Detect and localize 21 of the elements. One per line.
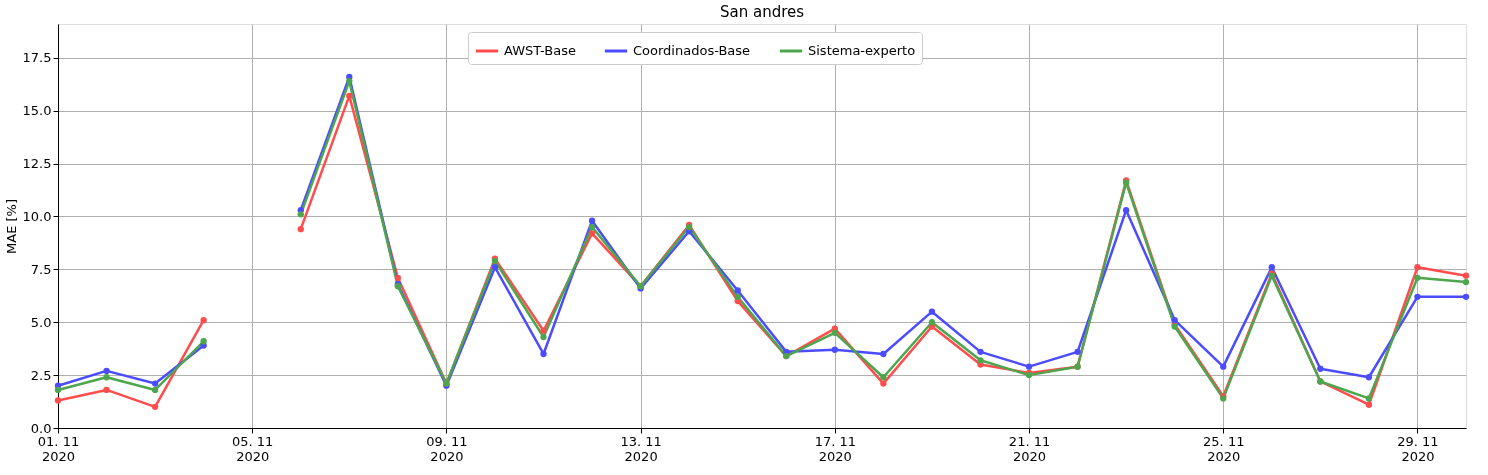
x-tick-label: 01. 11 2020 <box>37 433 80 464</box>
x-tick-label: 05. 11 2020 <box>232 433 274 464</box>
y-tick-label: 2.5 <box>30 367 52 383</box>
y-tick-label: 7.5 <box>30 261 52 277</box>
x-tick-label: 13. 11 2020 <box>620 433 662 464</box>
x-tick-label: 25. 11 2020 <box>1203 433 1245 464</box>
y-axis-title: MAE [%] <box>3 199 19 254</box>
x-tick-label: 21. 11 2020 <box>1008 433 1051 464</box>
chart-title: San andres <box>719 3 805 21</box>
y-tick-label: 12.5 <box>22 156 52 172</box>
y-tick-label: 17.5 <box>22 50 52 66</box>
y-tick-label: 15.0 <box>22 103 52 119</box>
x-tick-label: 17. 11 2020 <box>814 433 857 464</box>
legend-label: Coordinados-Base <box>633 43 751 58</box>
legend-label: AWST-Base <box>504 43 576 58</box>
x-tick-label: 09. 11 2020 <box>426 433 468 464</box>
y-tick-label: 10.0 <box>22 208 52 224</box>
y-tick-label: 0.0 <box>30 420 52 436</box>
y-tick-label: 5.0 <box>30 314 52 330</box>
legend-label: Sistema-experto <box>808 43 916 58</box>
x-tick-label: 29. 11 2020 <box>1397 433 1439 464</box>
